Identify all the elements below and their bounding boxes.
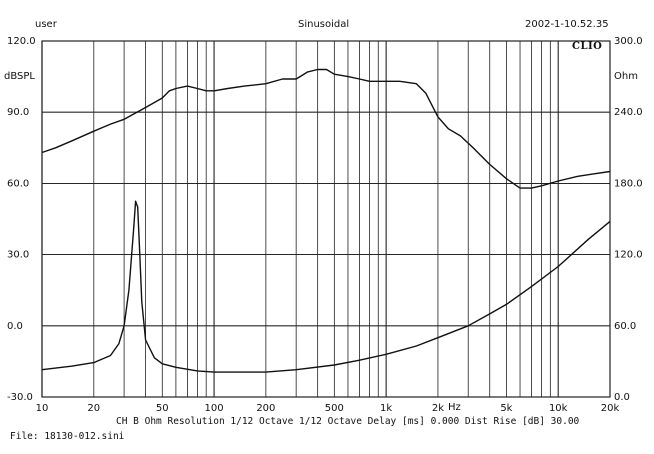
left-tick-label: 0.0	[7, 321, 23, 332]
left-tick-label: 120.0	[7, 36, 36, 47]
x-tick-label: 1k	[380, 403, 392, 414]
left-axis-label: dBSPL	[4, 71, 35, 82]
x-tick-label: 50	[156, 403, 169, 414]
x-tick-label: 10	[36, 403, 49, 414]
x-tick-label: 2k	[432, 403, 444, 414]
right-tick-label: 0.0	[614, 392, 630, 403]
x-tick-label: 5k	[500, 403, 512, 414]
spl-response-line	[41, 68, 611, 189]
x-tick-label: 500	[325, 403, 344, 414]
x-tick-label: 200	[256, 403, 275, 414]
x-tick-label: 20k	[601, 403, 620, 414]
right-axis-label: Ohm	[614, 71, 638, 82]
file-name: File: 18130-012.sini	[10, 431, 125, 442]
right-tick-label: 60.0	[614, 321, 636, 332]
right-tick-label: 240.0	[614, 107, 643, 118]
x-tick-label: 10k	[549, 403, 568, 414]
header-mode: Sinusoidal	[298, 19, 350, 30]
right-tick-label: 300.0	[614, 36, 643, 47]
x-tick-label: 20	[87, 403, 100, 414]
left-tick-label: 60.0	[7, 178, 29, 189]
x-unit-label: Hz	[448, 402, 461, 413]
measurement-settings: CH B Ohm Resolution 1/12 Octave 1/12 Oct…	[116, 416, 580, 427]
left-tick-label: 30.0	[7, 250, 29, 261]
right-tick-label: 120.0	[614, 250, 643, 261]
header-datetime: 2002-1-10.52.35	[525, 19, 609, 30]
impedance-line	[41, 200, 611, 373]
left-tick-label: -30.0	[7, 392, 33, 403]
right-tick-label: 180.0	[614, 178, 643, 189]
plot-frame	[41, 40, 611, 398]
header-user: user	[35, 19, 57, 30]
clio-logo: CLIO	[572, 41, 603, 52]
left-tick-label: 90.0	[7, 107, 29, 118]
x-tick-label: 100	[205, 403, 224, 414]
